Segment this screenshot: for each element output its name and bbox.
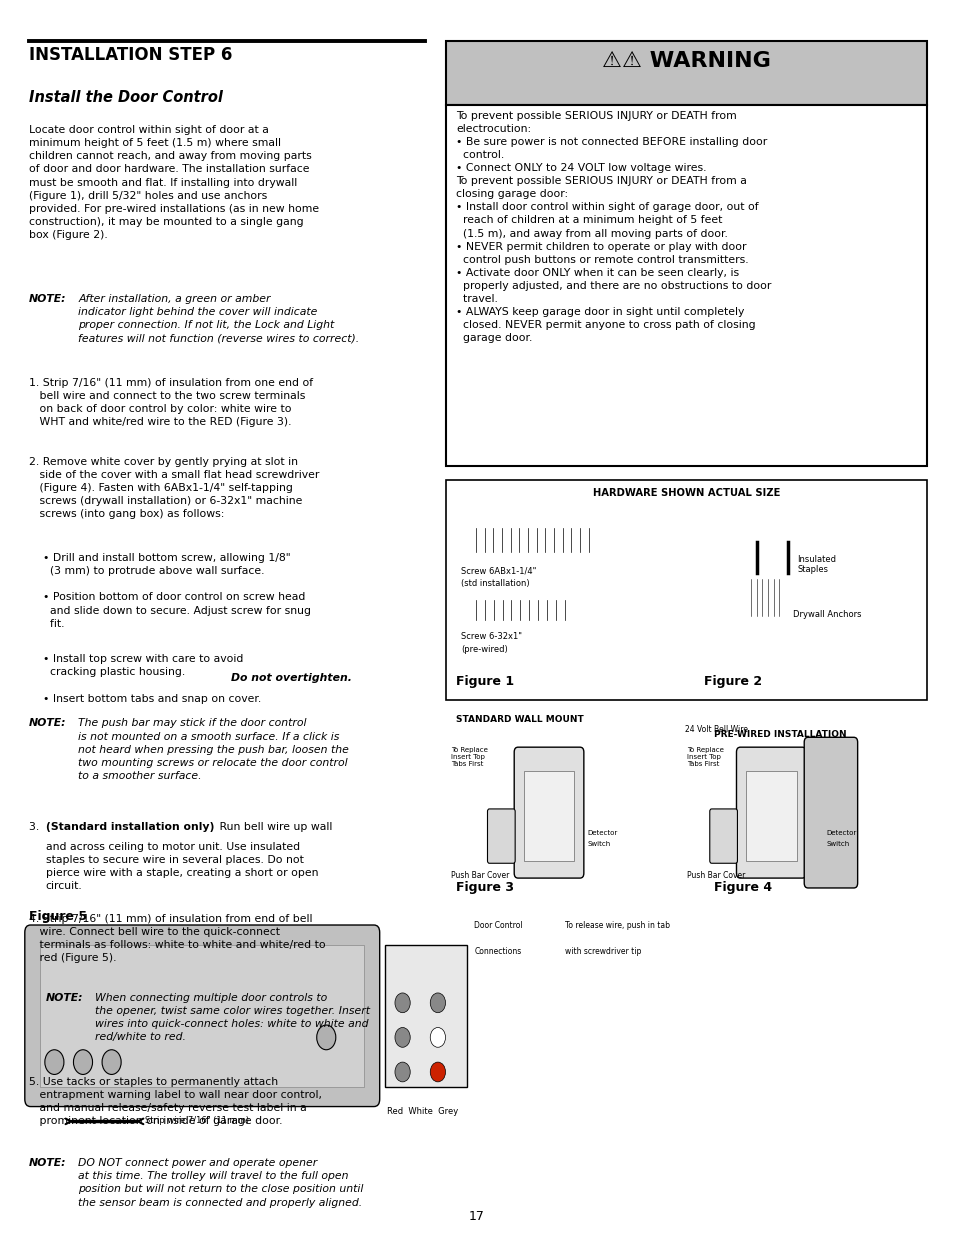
FancyBboxPatch shape	[709, 809, 737, 863]
Text: To release wire, push in tab: To release wire, push in tab	[564, 921, 669, 930]
Text: Screw 6ABx1-1/4": Screw 6ABx1-1/4"	[460, 567, 536, 576]
Text: Screw 6-32x1": Screw 6-32x1"	[460, 632, 521, 641]
Text: NOTE:: NOTE:	[29, 294, 66, 304]
Text: The push bar may stick if the door control
is not mounted on a smooth surface. I: The push bar may stick if the door contr…	[78, 719, 349, 782]
FancyBboxPatch shape	[25, 925, 379, 1107]
Text: PRE-WIRED INSTALLATION: PRE-WIRED INSTALLATION	[713, 730, 845, 739]
Text: NOTE:: NOTE:	[29, 719, 66, 729]
Text: 17: 17	[469, 1209, 484, 1223]
Text: HARDWARE SHOWN ACTUAL SIZE: HARDWARE SHOWN ACTUAL SIZE	[593, 488, 780, 498]
Circle shape	[430, 1028, 445, 1047]
Text: NOTE:: NOTE:	[46, 993, 83, 1003]
Text: After installation, a green or amber
indicator light behind the cover will indic: After installation, a green or amber ind…	[78, 294, 359, 343]
Text: To Replace
Insert Top
Tabs First: To Replace Insert Top Tabs First	[451, 747, 488, 767]
FancyBboxPatch shape	[487, 809, 515, 863]
Text: Insulated
Staples: Insulated Staples	[797, 555, 836, 574]
Polygon shape	[573, 600, 584, 620]
Text: Install the Door Control: Install the Door Control	[29, 90, 222, 105]
Text: When connecting multiple door controls to
the opener, twist same color wires tog: When connecting multiple door controls t…	[95, 993, 370, 1042]
Text: DO NOT connect power and operate opener
at this time. The trolley will travel to: DO NOT connect power and operate opener …	[78, 1158, 363, 1208]
Text: Figure 4: Figure 4	[713, 881, 771, 894]
Text: Detector: Detector	[587, 830, 618, 836]
Text: 2. Remove white cover by gently prying at slot in
   side of the cover with a sm: 2. Remove white cover by gently prying a…	[29, 457, 318, 520]
Text: Push Bar Cover: Push Bar Cover	[686, 871, 744, 879]
FancyBboxPatch shape	[736, 747, 805, 878]
Circle shape	[316, 1025, 335, 1050]
Text: • Insert bottom tabs and snap on cover.: • Insert bottom tabs and snap on cover.	[43, 694, 261, 704]
Text: Do not overtighten.: Do not overtighten.	[231, 673, 352, 683]
FancyBboxPatch shape	[446, 480, 926, 700]
Text: Detector: Detector	[825, 830, 856, 836]
Text: 1. Strip 7/16" (11 mm) of insulation from one end of
   bell wire and connect to: 1. Strip 7/16" (11 mm) of insulation fro…	[29, 378, 313, 427]
Text: ⚠⚠ WARNING: ⚠⚠ WARNING	[601, 51, 771, 70]
Text: • Install top screw with care to avoid
  cracking plastic housing.: • Install top screw with care to avoid c…	[43, 655, 243, 677]
Text: Locate door control within sight of door at a
minimum height of 5 feet (1.5 m) w: Locate door control within sight of door…	[29, 125, 318, 241]
Polygon shape	[597, 527, 608, 552]
Text: 3.: 3.	[29, 823, 42, 832]
Bar	[456, 521, 473, 558]
Text: • Drill and install bottom screw, allowing 1/8"
  (3 mm) to protrude above wall : • Drill and install bottom screw, allowi…	[43, 553, 291, 576]
FancyBboxPatch shape	[446, 105, 926, 466]
Circle shape	[395, 1062, 410, 1082]
Bar	[473, 600, 573, 620]
Text: with screwdriver tip: with screwdriver tip	[564, 947, 640, 956]
Circle shape	[430, 1062, 445, 1082]
Circle shape	[395, 993, 410, 1013]
FancyBboxPatch shape	[514, 747, 583, 878]
Text: (std installation): (std installation)	[460, 579, 529, 588]
Bar	[456, 595, 473, 625]
Text: Run bell wire up wall: Run bell wire up wall	[215, 823, 332, 832]
Circle shape	[102, 1050, 121, 1074]
Text: NOTE:: NOTE:	[29, 1158, 66, 1168]
Text: INSTALLATION STEP 6: INSTALLATION STEP 6	[29, 46, 232, 64]
Text: Drywall Anchors: Drywall Anchors	[792, 610, 861, 619]
Circle shape	[45, 1050, 64, 1074]
Text: and across ceiling to motor unit. Use insulated
staples to secure wire in severa: and across ceiling to motor unit. Use in…	[46, 842, 318, 892]
Bar	[523, 771, 574, 861]
Text: • Position bottom of door control on screw head
  and slide down to secure. Adju: • Position bottom of door control on scr…	[43, 593, 311, 629]
Bar	[473, 527, 597, 552]
Text: Figure 5: Figure 5	[29, 910, 87, 924]
Text: Push Bar Cover: Push Bar Cover	[451, 871, 509, 879]
Text: To Replace
Insert Top
Tabs First: To Replace Insert Top Tabs First	[686, 747, 723, 767]
Text: 24 Volt Bell Wire: 24 Volt Bell Wire	[684, 725, 747, 734]
Text: Figure 1: Figure 1	[456, 674, 514, 688]
Text: (Standard installation only): (Standard installation only)	[46, 823, 213, 832]
Text: Red  White  Grey: Red White Grey	[387, 1107, 458, 1115]
Text: Switch: Switch	[825, 841, 848, 847]
Bar	[40, 945, 364, 1087]
Bar	[745, 771, 796, 861]
Bar	[746, 579, 786, 616]
Text: Switch: Switch	[587, 841, 610, 847]
Circle shape	[73, 1050, 92, 1074]
Text: Figure 2: Figure 2	[703, 674, 761, 688]
Circle shape	[430, 993, 445, 1013]
Text: Strip wire 7/16" (11 mm): Strip wire 7/16" (11 mm)	[145, 1115, 249, 1125]
Text: STANDARD WALL MOUNT: STANDARD WALL MOUNT	[456, 715, 583, 724]
Text: To prevent possible SERIOUS INJURY or DEATH from
electrocution:
• Be sure power : To prevent possible SERIOUS INJURY or DE…	[456, 111, 771, 343]
Text: 4. Strip 7/16" (11 mm) of insulation from end of bell
   wire. Connect bell wire: 4. Strip 7/16" (11 mm) of insulation fro…	[29, 914, 325, 963]
FancyBboxPatch shape	[803, 737, 857, 888]
FancyBboxPatch shape	[446, 41, 926, 105]
Text: Figure 3: Figure 3	[456, 881, 514, 894]
Text: (pre-wired): (pre-wired)	[460, 645, 507, 653]
Text: Connections: Connections	[474, 947, 521, 956]
Text: 5. Use tacks or staples to permanently attach
   entrapment warning label to wal: 5. Use tacks or staples to permanently a…	[29, 1077, 321, 1126]
Circle shape	[395, 1028, 410, 1047]
Bar	[385, 945, 466, 1087]
Text: Door Control: Door Control	[474, 921, 522, 930]
